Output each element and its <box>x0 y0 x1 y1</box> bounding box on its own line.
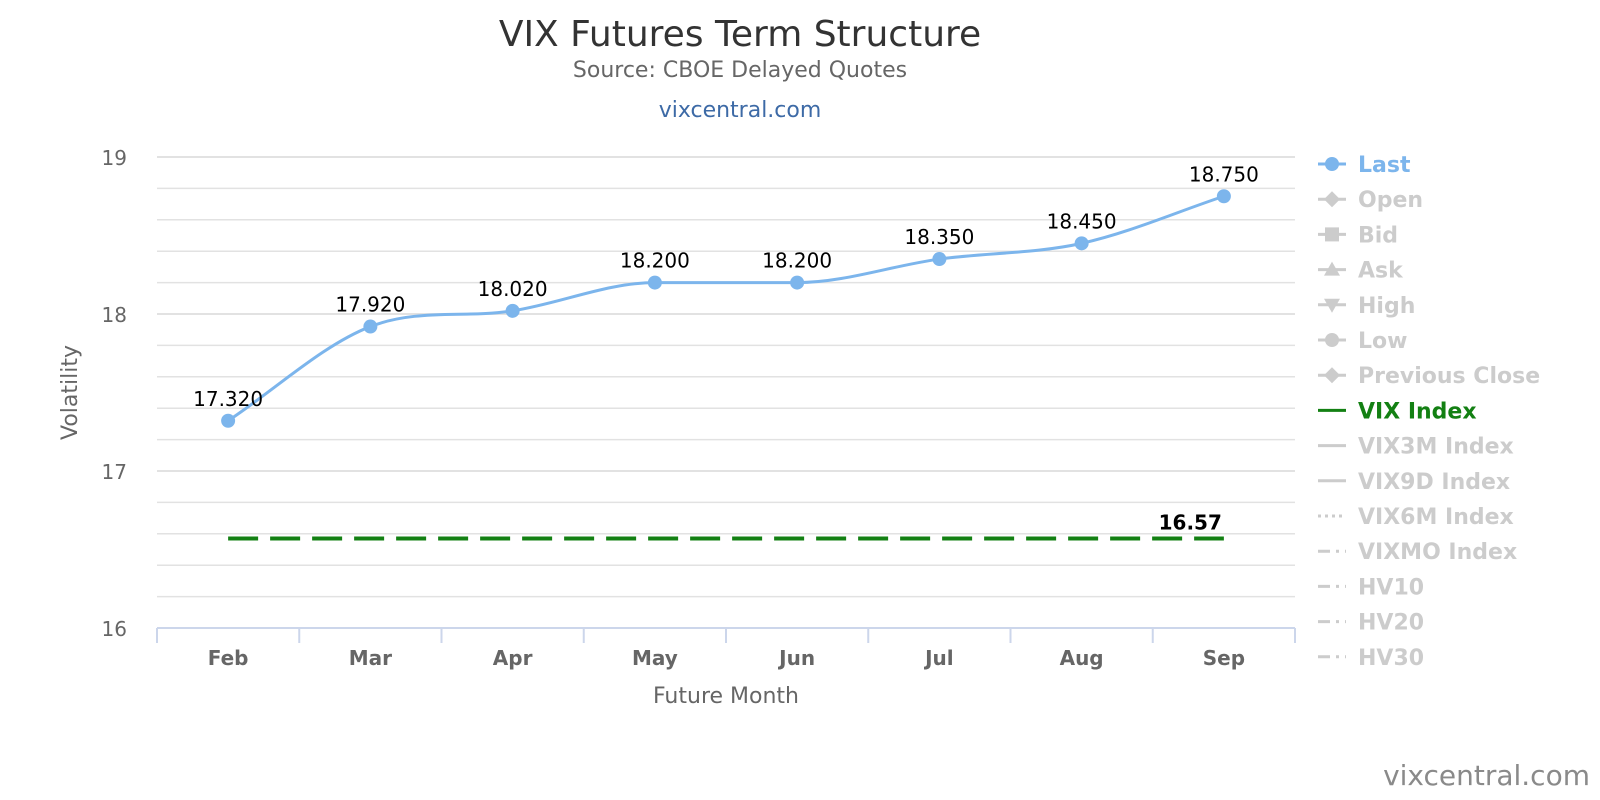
legend-circle-icon <box>1325 157 1339 171</box>
x-tick-label: May <box>632 646 678 670</box>
last-data-point <box>363 319 378 334</box>
x-tick-label: Aug <box>1060 646 1104 670</box>
last-data-point <box>1074 236 1089 251</box>
x-tick-label: Mar <box>349 646 392 670</box>
last-data-point <box>221 413 236 428</box>
legend-item-vix6m-index[interactable]: VIX6M Index <box>1358 505 1514 530</box>
legend-circle-icon <box>1325 333 1339 347</box>
y-tick-label: 17 <box>102 460 127 484</box>
legend-item-ask[interactable]: Ask <box>1358 259 1404 284</box>
legend-item-previous-close[interactable]: Previous Close <box>1358 364 1540 389</box>
legend-item-vix-index[interactable]: VIX Index <box>1358 399 1477 424</box>
legend-triangle-icon <box>1324 261 1340 276</box>
last-data-point <box>932 252 947 267</box>
legend-item-hv20[interactable]: HV20 <box>1358 611 1424 636</box>
legend-item-open[interactable]: Open <box>1358 188 1423 213</box>
x-axis-label: Future Month <box>653 684 799 709</box>
legend-square-icon <box>1325 227 1339 242</box>
legend-item-hv10[interactable]: HV10 <box>1358 575 1424 600</box>
last-data-point <box>790 275 805 290</box>
vix-index-data-label: 16.57 <box>1159 511 1222 535</box>
legend-item-bid[interactable]: Bid <box>1358 223 1398 248</box>
last-data-label: 18.750 <box>1189 162 1259 186</box>
y-tick-label: 18 <box>102 303 127 327</box>
watermark: vixcentral.com <box>1383 759 1590 792</box>
last-data-label: 18.350 <box>904 225 974 249</box>
last-data-label: 17.320 <box>193 387 263 411</box>
x-tick-label: Jul <box>923 646 954 670</box>
legend-item-low[interactable]: Low <box>1358 329 1407 354</box>
legend-item-vix3m-index[interactable]: VIX3M Index <box>1358 435 1514 460</box>
last-data-point <box>1216 189 1231 204</box>
legend-diamond-icon <box>1324 191 1340 208</box>
y-tick-label: 16 <box>102 617 127 641</box>
legend-item-hv30[interactable]: HV30 <box>1358 646 1424 671</box>
last-data-label: 18.450 <box>1047 209 1117 233</box>
y-axis-label: Volatility <box>58 345 83 440</box>
legend-item-high[interactable]: High <box>1358 294 1415 319</box>
legend-triangle-down-icon <box>1324 298 1340 313</box>
last-data-label: 18.020 <box>478 277 548 301</box>
source-link[interactable]: vixcentral.com <box>658 98 822 123</box>
last-data-label: 18.200 <box>762 249 832 273</box>
last-data-label: 18.200 <box>620 249 690 273</box>
last-data-point <box>647 275 662 290</box>
chart-title: VIX Futures Term Structure <box>498 14 982 55</box>
y-tick-label: 19 <box>102 146 127 170</box>
legend-diamond-icon <box>1324 367 1340 384</box>
legend-item-vix9d-index[interactable]: VIX9D Index <box>1358 470 1510 495</box>
legend-item-vixmo-index[interactable]: VIXMO Index <box>1358 540 1517 565</box>
x-tick-label: Apr <box>493 646 533 670</box>
x-tick-label: Feb <box>208 646 249 670</box>
x-tick-label: Sep <box>1203 646 1245 670</box>
x-tick-label: Jun <box>777 646 815 670</box>
chart-subtitle: Source: CBOE Delayed Quotes <box>572 58 908 83</box>
last-data-point <box>505 303 520 318</box>
last-data-label: 17.920 <box>335 293 405 317</box>
legend-item-last[interactable]: Last <box>1358 153 1411 178</box>
